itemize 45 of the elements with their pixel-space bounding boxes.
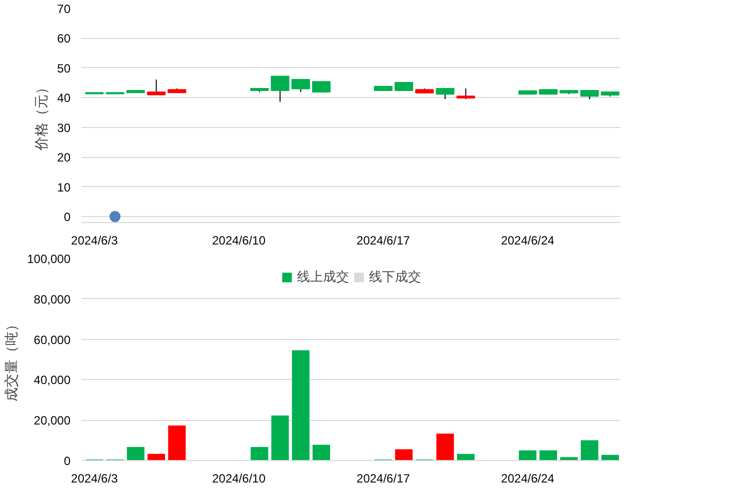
y-tick-label: 0 — [64, 210, 71, 224]
legend-label: 线下成交 — [369, 268, 421, 286]
candlestick — [456, 88, 476, 100]
bar — [292, 350, 310, 460]
candlestick — [436, 88, 454, 100]
x-tick-label: 2024/6/17 — [356, 234, 410, 248]
bar — [168, 426, 186, 460]
y-tick-label: 20,000 — [34, 414, 71, 428]
bar — [580, 440, 598, 460]
y-tick-label: 60 — [57, 32, 71, 46]
x-tick-label: 2024/6/24 — [500, 472, 555, 486]
y-axis-title: 成交量（吨） — [3, 318, 20, 402]
y-tick-label: 30 — [57, 120, 71, 135]
bar — [312, 444, 330, 460]
y-axis-title: 价格（元） — [33, 80, 50, 152]
x-tick-label: 2024/6/24 — [500, 234, 555, 248]
candlestick — [147, 79, 166, 96]
x-tick-label: 2024/6/3 — [71, 234, 118, 248]
y-tick-label: 40,000 — [34, 373, 71, 388]
bar — [540, 450, 558, 460]
y-tick-label: 10 — [57, 180, 71, 194]
y-tick-label: 40 — [57, 91, 71, 106]
bar — [395, 449, 413, 460]
bar — [436, 434, 454, 460]
candlestick — [270, 76, 290, 102]
y-tick-label: 50 — [57, 61, 71, 76]
bar — [126, 446, 144, 460]
y-tick-label: 80,000 — [34, 292, 71, 306]
x-tick-label: 2024/6/10 — [212, 472, 266, 486]
candlestick — [291, 79, 310, 93]
y-tick-label: 60,000 — [34, 332, 71, 347]
bar — [518, 450, 536, 460]
bar — [148, 454, 166, 460]
x-tick-label: 2024/6/3 — [71, 472, 118, 486]
y-tick-label: 100,000 — [27, 252, 71, 266]
y-tick-label: 0 — [64, 454, 71, 468]
legend-label: 线上成交 — [297, 268, 349, 286]
y-tick-label: 20 — [57, 150, 71, 165]
bar — [250, 446, 268, 460]
x-tick-label: 2024/6/10 — [212, 234, 266, 248]
x-tick-label: 2024/6/17 — [356, 472, 410, 486]
bar — [271, 415, 289, 460]
y-tick-label: 70 — [57, 2, 71, 16]
candlestick — [312, 81, 331, 93]
bar — [456, 454, 475, 460]
